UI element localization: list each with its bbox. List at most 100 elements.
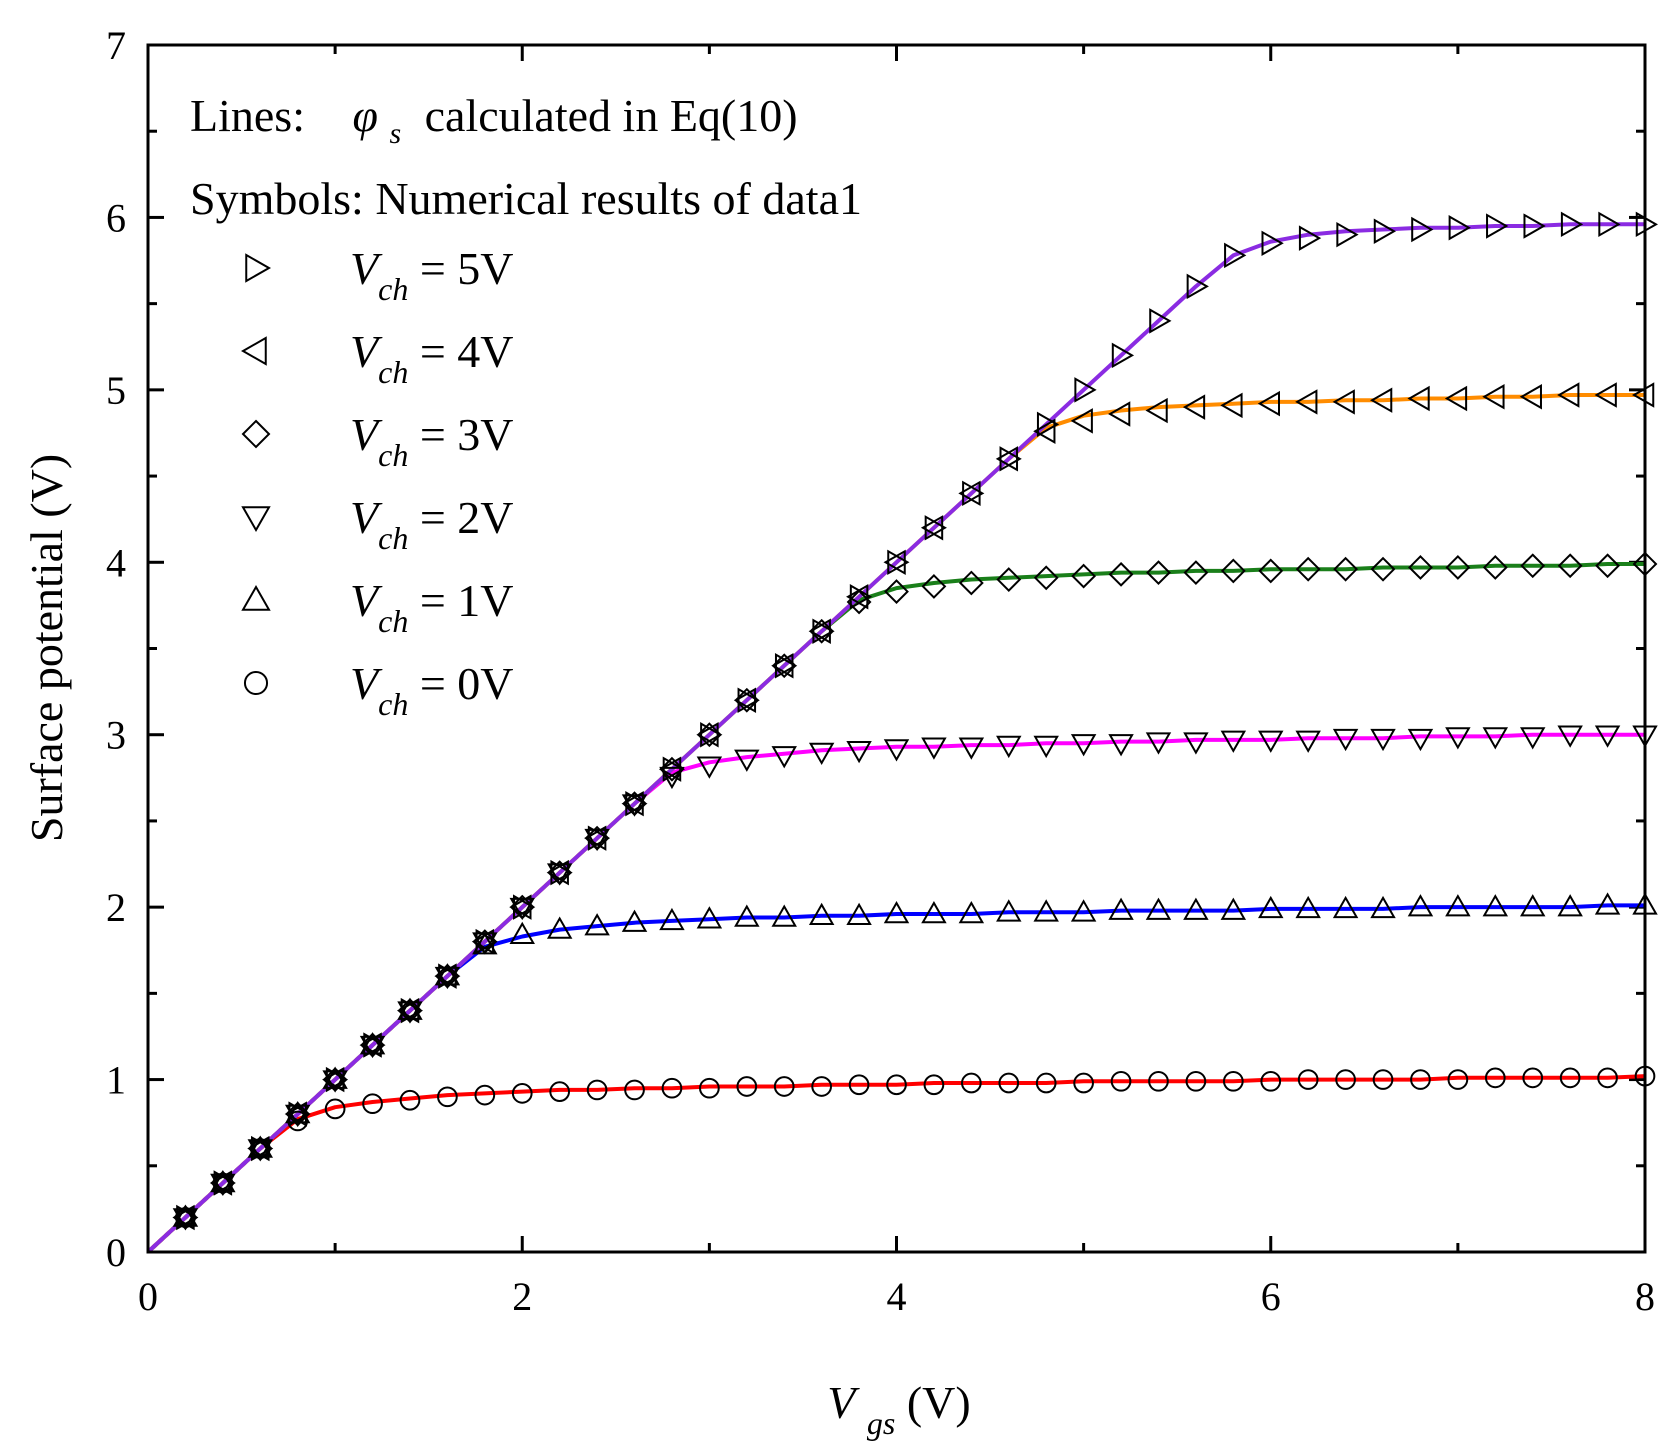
data-point-vch-5 xyxy=(1261,230,1284,257)
data-point-vch-0 xyxy=(586,1079,608,1101)
data-point-vch-1 xyxy=(434,963,461,986)
data-point-vch-2 xyxy=(1407,728,1434,752)
legend-marker-vch-1 xyxy=(241,584,271,611)
data-point-vch-0 xyxy=(1148,1070,1169,1092)
data-point-vch-0 xyxy=(1185,1070,1207,1092)
y-tick-label: 4 xyxy=(106,540,126,585)
y-tick-label: 1 xyxy=(106,1058,126,1103)
data-point-vch-3 xyxy=(1108,561,1134,587)
data-point-vch-0 xyxy=(362,1093,383,1115)
data-point-vch-1 xyxy=(172,1204,199,1227)
data-point-vch-4 xyxy=(1482,384,1505,410)
data-point-vch-2 xyxy=(621,794,648,817)
data-point-vch-3 xyxy=(1258,558,1284,584)
data-point-vch-5 xyxy=(700,721,723,748)
data-point-vch-2 xyxy=(584,828,610,852)
x-tick-label: 8 xyxy=(1635,1274,1655,1319)
legend-label-vch-3: Vch = 3V xyxy=(350,409,513,473)
x-axis-title-sub: gs xyxy=(867,1405,895,1441)
data-point-vch-5 xyxy=(1074,377,1097,403)
data-point-vch-5 xyxy=(1523,213,1546,239)
data-point-vch-4 xyxy=(1332,389,1355,415)
data-point-vch-0 xyxy=(549,1081,571,1102)
data-point-vch-1 xyxy=(284,1101,311,1124)
legend-label-sub: ch xyxy=(378,520,408,556)
data-point-vch-4 xyxy=(471,928,495,955)
data-point-vch-4 xyxy=(920,515,944,541)
data-point-vch-2 xyxy=(509,897,535,921)
data-point-vch-4 xyxy=(546,859,569,886)
data-point-vch-2 xyxy=(1070,734,1097,757)
data-point-vch-5 xyxy=(625,790,648,817)
data-point-vch-0 xyxy=(1035,1072,1057,1094)
data-point-vch-4 xyxy=(733,687,757,713)
data-point-vch-2 xyxy=(659,766,685,790)
data-point-vch-2 xyxy=(1594,725,1621,748)
data-point-vch-2 xyxy=(1445,727,1471,750)
legend-label-vch-1: Vch = 1V xyxy=(350,575,513,639)
data-point-vch-3 xyxy=(1183,560,1209,586)
data-point-vch-2 xyxy=(397,1001,423,1024)
data-point-vch-3 xyxy=(1295,556,1321,582)
data-point-vch-2 xyxy=(1332,728,1359,752)
data-point-vch-5 xyxy=(1149,308,1172,334)
data-point-vch-2 xyxy=(210,1173,236,1197)
data-point-vch-1 xyxy=(397,997,423,1020)
data-point-vch-2 xyxy=(322,1070,348,1093)
series-lines xyxy=(146,222,1646,1254)
legend-label-value: = 0V xyxy=(408,658,513,709)
x-axis-title-main: V xyxy=(827,1377,860,1428)
data-point-vch-0 xyxy=(1522,1067,1544,1089)
data-point-vch-1 xyxy=(1108,897,1134,920)
data-point-vch-3 xyxy=(1595,553,1620,579)
lines-prefix: Lines: xyxy=(190,90,305,141)
data-point-vch-2 xyxy=(958,737,985,760)
data-point-vch-1 xyxy=(1070,899,1097,922)
legend-label-vch-2: Vch = 2V xyxy=(350,492,513,556)
data-point-vch-5 xyxy=(1373,218,1397,244)
data-point-vch-4 xyxy=(1145,397,1168,424)
data-point-vch-0 xyxy=(1597,1067,1618,1089)
data-point-vch-2 xyxy=(1295,730,1321,753)
data-point-vch-4 xyxy=(1070,408,1093,434)
data-point-vch-3 xyxy=(1146,560,1171,586)
legend-marker-vch-0 xyxy=(243,670,269,696)
data-point-vch-1 xyxy=(584,913,610,936)
series-markers-vch-2 xyxy=(172,725,1658,1231)
data-point-vch-4 xyxy=(359,1032,382,1058)
data-point-vch-3 xyxy=(1370,556,1396,582)
data-point-vch-5 xyxy=(1298,225,1322,251)
data-point-vch-4 xyxy=(808,618,831,644)
data-point-vch-0 xyxy=(1484,1067,1506,1089)
y-tick-label: 2 xyxy=(106,885,126,930)
data-point-vch-5 xyxy=(363,1032,386,1058)
data-point-vch-2 xyxy=(1557,725,1583,748)
legend-label-value: = 3V xyxy=(408,409,513,460)
data-point-vch-5 xyxy=(1186,273,1209,300)
data-point-vch-4 xyxy=(247,1135,270,1162)
data-point-vch-4 xyxy=(509,894,532,920)
lines-annotation: Lines: φ s calculated in Eq(10) xyxy=(190,90,798,153)
phi-subscript: s xyxy=(389,117,401,150)
symbols-annotation: Symbols: Numerical results of data1 xyxy=(190,173,862,224)
data-point-vch-1 xyxy=(322,1066,348,1089)
data-point-vch-2 xyxy=(434,966,461,990)
data-point-vch-4 xyxy=(284,1101,307,1127)
data-point-vch-4 xyxy=(1594,382,1617,408)
data-point-vch-3 xyxy=(958,570,984,596)
data-point-vch-1 xyxy=(247,1135,273,1158)
data-point-vch-1 xyxy=(1520,894,1546,917)
series-markers-vch-4 xyxy=(172,382,1655,1231)
data-point-vch-2 xyxy=(284,1104,311,1128)
data-point-vch-2 xyxy=(771,746,797,769)
data-point-vch-4 xyxy=(1557,382,1580,408)
y-tick-label: 6 xyxy=(106,195,126,240)
data-point-vch-1 xyxy=(1220,897,1247,920)
legend-label-vch-4: Vch = 4V xyxy=(350,326,513,390)
data-point-vch-0 xyxy=(661,1077,683,1099)
data-point-vch-2 xyxy=(846,740,872,764)
data-point-vch-4 xyxy=(396,997,420,1024)
data-point-vch-5 xyxy=(1336,221,1359,248)
